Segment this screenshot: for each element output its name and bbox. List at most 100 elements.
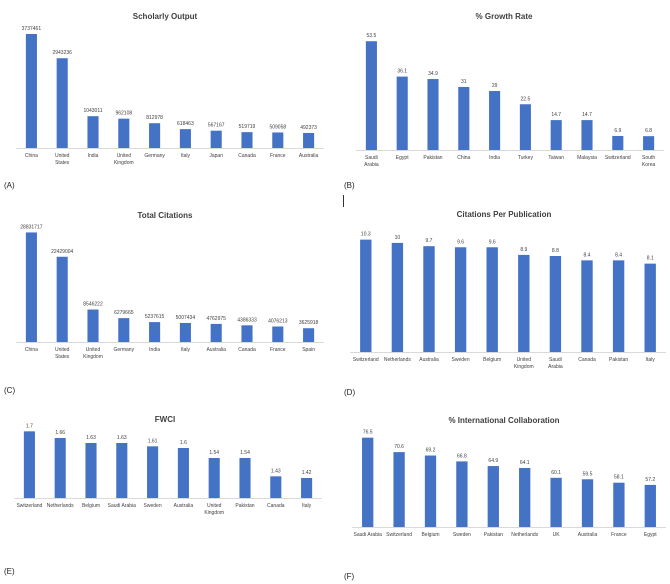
tick-label-germany: Germany: [144, 153, 165, 159]
data-label-pakistan: 1.54: [240, 450, 250, 456]
tick-label-australia: Australia: [299, 153, 319, 159]
tick-label-united-kingdom: United Kingdom: [204, 503, 224, 516]
tick-label-china: China: [25, 153, 38, 159]
data-label-canada: 519719: [239, 124, 256, 130]
tick-label-australia: Australia: [174, 503, 194, 509]
panel-label-a: (A): [4, 181, 15, 190]
chart-svg: % Growth Rate 53.5 Saudi Arabia 36.1 Egypt 34.…: [356, 12, 664, 168]
data-label-saudi-arabia: 76.5: [363, 430, 373, 436]
tick-label-india: India: [489, 155, 500, 161]
bar-united-kingdom: [518, 254, 530, 352]
data-label-taiwan: 14.7: [551, 112, 561, 118]
bar-pakistan: [487, 466, 499, 527]
bar-canada: [270, 476, 282, 498]
tick-label-canada: Canada: [238, 347, 256, 353]
bar-sweden: [147, 446, 159, 498]
bar-canada: [241, 132, 253, 148]
bar-saudi-arabia: [362, 437, 374, 527]
data-label-malaysia: 14.7: [582, 112, 592, 118]
bar-france: [613, 482, 625, 527]
tick-label-spain: Spain: [302, 347, 315, 353]
bar-switzerland: [612, 135, 624, 150]
tick-label-saudi-arabia: Saudi Arabia: [548, 357, 563, 370]
chart-panel-d: Citations Per Publication 10.3 Switzerland…: [338, 200, 670, 388]
data-label-united-kingdom: 8.9: [520, 247, 527, 253]
data-label-sweden: 9.6: [457, 239, 464, 245]
data-label-sweden: 66.8: [457, 453, 467, 459]
data-label-india: 1043011: [83, 108, 102, 114]
chart-panel-c: Total Citations 28831717 China 22429004 Unit…: [0, 200, 330, 388]
data-label-canada: 4386333: [237, 317, 257, 323]
data-label-netherlands: 1.66: [55, 430, 65, 436]
data-label-united-states: 2943236: [52, 50, 72, 56]
data-label-australia: 4762975: [206, 316, 226, 322]
bar-india: [87, 116, 99, 148]
bar-canada: [241, 325, 253, 342]
tick-label-switzerland: Switzerland: [353, 357, 379, 363]
bar-belgium: [486, 247, 498, 352]
chart-svg: Citations Per Publication 10.3 Switzerland…: [350, 210, 666, 370]
bar-netherlands: [391, 242, 404, 352]
tick-label-netherlands: Netherlands: [384, 357, 411, 363]
bar-australia: [581, 479, 594, 527]
bar-united-kingdom: [87, 309, 99, 342]
data-label-italy: 618463: [177, 121, 194, 127]
tick-label-netherlands: Netherlands: [511, 532, 538, 538]
bar-spain: [303, 328, 315, 342]
bar-china: [25, 232, 37, 342]
bar-canada: [581, 260, 593, 352]
tick-label-france: France: [270, 347, 286, 353]
panel-label-f: (F): [344, 572, 355, 581]
tick-label-uk: UK: [553, 532, 561, 538]
bar-switzerland: [360, 239, 372, 352]
data-label-belgium: 1.63: [86, 435, 96, 441]
tick-label-malaysia: Malaysia: [577, 155, 597, 161]
bar-australia: [423, 246, 435, 352]
bar-india: [489, 91, 501, 150]
tick-label-saudi-arabia: Saudi Arabia: [354, 532, 383, 538]
data-label-canada: 8.4: [584, 252, 591, 258]
bar-switzerland: [393, 452, 405, 527]
bar-italy: [179, 322, 191, 342]
chart-panel-f: % International Collaboration 76.5 Saudi A…: [338, 410, 670, 576]
bar-france: [272, 326, 284, 342]
data-label-germany: 6279665: [114, 310, 134, 316]
chart-title: FWCI: [155, 415, 175, 424]
bar-egypt: [644, 484, 656, 527]
tick-label-united-states: United States: [55, 347, 70, 360]
bar-egypt: [396, 76, 408, 150]
tick-label-egypt: Egypt: [644, 532, 657, 538]
data-label-switzerland: 6.9: [614, 128, 621, 134]
tick-label-taiwan: Taiwan: [548, 155, 564, 161]
tick-label-pakistan: Pakistan: [423, 155, 442, 161]
bar-italy: [179, 129, 191, 148]
bar-pakistan: [612, 260, 625, 352]
data-label-china: 28831717: [20, 224, 42, 230]
chart-panel-b: % Growth Rate 53.5 Saudi Arabia 36.1 Egypt 34.…: [338, 0, 670, 185]
bar-malaysia: [581, 120, 593, 150]
tick-label-united-kingdom: United Kingdom: [114, 153, 134, 166]
data-label-united-states: 22429004: [51, 249, 73, 255]
bar-south-korea: [643, 136, 655, 150]
chart-title: % Growth Rate: [476, 12, 533, 21]
chart-title: Scholarly Output: [133, 12, 198, 21]
bar-netherlands: [54, 438, 66, 498]
bar-united-kingdom: [208, 458, 220, 498]
tick-label-india: India: [88, 153, 99, 159]
bar-germany: [118, 318, 130, 342]
chart-title: Citations Per Publication: [457, 210, 552, 219]
bar-australia: [177, 448, 189, 498]
tick-label-australia: Australia: [578, 532, 598, 538]
tick-label-united-kingdom: United Kingdom: [83, 347, 103, 360]
divider-line: [343, 195, 344, 207]
bar-sweden: [454, 247, 467, 352]
data-label-united-kingdom: 1.54: [209, 450, 219, 456]
bar-italy: [644, 263, 656, 352]
data-label-egypt: 36.1: [397, 69, 407, 75]
tick-label-switzerland: Switzerland: [16, 503, 42, 509]
chart-svg: Scholarly Output 3737461 China 2943236 Unite…: [16, 12, 324, 166]
data-label-canada: 1.43: [271, 468, 281, 474]
bar-united-kingdom: [118, 118, 130, 148]
data-label-australia: 492373: [300, 125, 317, 131]
data-label-spain: 3625918: [299, 320, 319, 326]
